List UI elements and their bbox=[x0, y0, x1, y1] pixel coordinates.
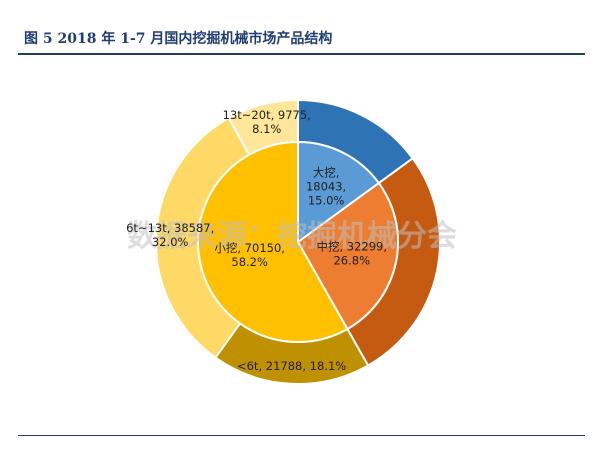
figure-title: 图 5 2018 年 1-7 月国内挖掘机械市场产品结构 bbox=[24, 31, 333, 47]
outer-label-3: 6t~13t, 38587, 32.0% bbox=[126, 221, 214, 249]
slice-labels: 大挖, 18043, 15.0% 中挖, 32299, 26.8% 小挖, 70150, 5… bbox=[126, 108, 387, 373]
inner-slice-0 bbox=[297, 140, 381, 244]
outer-label-2: <6t, 21788, 18.1% bbox=[237, 359, 346, 373]
outer-label-4: 13t~20t, 9775, 8.1% bbox=[223, 108, 311, 136]
bottom-rule bbox=[18, 435, 585, 436]
watermark-text: 数据来源：挖掘机械分会 bbox=[127, 219, 457, 254]
top-rule bbox=[18, 53, 585, 55]
outer-ring bbox=[155, 98, 441, 385]
inner-pie bbox=[197, 140, 399, 343]
inner-slice-2 bbox=[197, 140, 349, 343]
inner-label-2: 小挖, 70150, 58.2% bbox=[214, 241, 285, 269]
inner-slice-1 bbox=[296, 181, 399, 331]
inner-label-1: 中挖, 32299, 26.8% bbox=[316, 240, 387, 268]
inner-label-0: 大挖, 18043, 15.0% bbox=[306, 166, 346, 208]
